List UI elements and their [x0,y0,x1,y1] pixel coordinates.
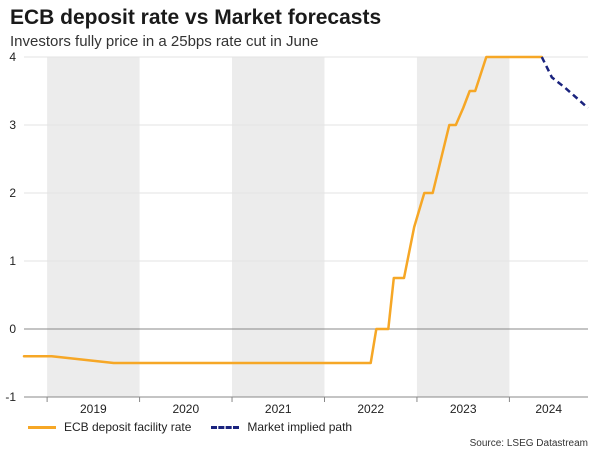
legend-item-market-path: Market implied path [211,420,352,434]
y-tick-label: 0 [9,322,16,336]
x-tick-label: 2022 [357,402,384,416]
y-tick-label: 1 [9,254,16,268]
series-line-market-path [540,56,589,109]
y-tick-label: 4 [9,50,16,64]
legend-label-deposit-rate: ECB deposit facility rate [64,420,192,434]
shaded-band-2021 [232,57,325,397]
x-tick-label: 2021 [265,402,292,416]
chart-subtitle: Investors fully price in a 25bps rate cu… [10,33,319,50]
shaded-band-2023 [416,57,510,397]
y-tick-label: 2 [9,186,16,200]
x-tick-label: 2020 [172,402,199,416]
shaded-band-2019 [47,57,140,397]
legend: ECB deposit facility rate Market implied… [28,420,372,434]
y-tick-label: 3 [9,118,16,132]
legend-swatch-market-path [211,425,240,429]
series-line-deposit-rate [22,55,544,365]
x-tick-label: 2024 [535,402,562,416]
x-tick-label: 2019 [80,402,107,416]
source-note: Source: LSEG Datastream [469,438,588,449]
y-tick-label: -1 [5,390,16,404]
legend-item-deposit-rate: ECB deposit facility rate [28,420,191,434]
legend-swatch-deposit-rate [28,425,56,429]
chart-title: ECB deposit rate vs Market forecasts [10,6,382,29]
x-tick-label: 2023 [450,402,477,416]
legend-label-market-path: Market implied path [247,420,353,434]
chart-area: -1 0 1 2 3 4 2019 2020 2021 2022 2023 2024 [5,50,589,416]
